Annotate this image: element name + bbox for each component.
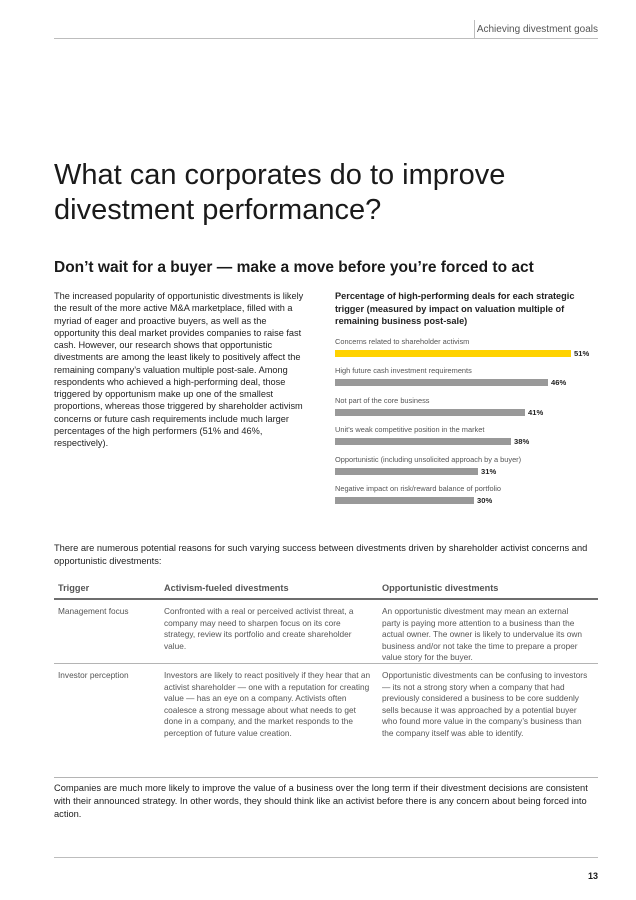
row-trigger: Management focus <box>58 606 129 616</box>
bar-chart: Percentage of high-performing deals for … <box>335 290 601 514</box>
chart-value-label: 38% <box>514 437 530 446</box>
row-opportunistic: An opportunistic divestment may mean an … <box>382 606 583 663</box>
chart-value-label: 51% <box>574 348 590 358</box>
body-paragraph: The increased popularity of opportunisti… <box>54 291 304 448</box>
chart-bar <box>335 379 548 386</box>
chart-row: Concerns related to shareholder activism… <box>335 337 601 367</box>
section-subtitle: Don’t wait for a buyer — make a move bef… <box>54 259 534 276</box>
chart-title: Percentage of high-performing deals for … <box>335 291 575 326</box>
chart-bar <box>335 408 525 416</box>
header-separator <box>474 20 475 38</box>
bar-track: 41% <box>335 407 601 417</box>
row-activism: Confronted with a real or perceived acti… <box>164 606 354 651</box>
chart-row: Not part of the core business 41% <box>335 396 601 426</box>
header-activism: Activism-fueled divestments <box>164 583 289 593</box>
chart-bar <box>335 467 478 475</box>
page-number: 13 <box>587 871 598 881</box>
chart-category-label: Negative impact on risk/reward balance o… <box>335 484 501 493</box>
chart-value-label: 41% <box>528 407 544 417</box>
bar-track: 46% <box>335 378 601 387</box>
table-row: Investor perception Investors are likely… <box>54 664 598 778</box>
header-opportunistic: Opportunistic divestments <box>382 583 499 593</box>
header-trigger: Trigger <box>58 583 90 593</box>
section-header: Achieving divestment goals <box>476 24 598 35</box>
chart-rows: Concerns related to shareholder activism… <box>335 337 601 514</box>
chart-row: Opportunistic (including unsolicited app… <box>335 455 601 485</box>
intro-paragraph: There are numerous potential reasons for… <box>54 543 588 566</box>
chart-row: High future cash investment requirements… <box>335 366 601 396</box>
chart-bar <box>335 349 571 357</box>
chart-category-label: Unit’s weak competitive position in the … <box>335 425 485 434</box>
chart-bar <box>335 497 474 504</box>
chart-row: Negative impact on risk/reward balance o… <box>335 484 601 514</box>
footer-rule <box>54 857 598 858</box>
chart-category-label: Concerns related to shareholder activism <box>335 336 470 346</box>
chart-value-label: 46% <box>551 378 567 387</box>
bar-track: 31% <box>335 466 601 476</box>
closing-paragraph: Companies are much more likely to improv… <box>54 783 588 819</box>
chart-category-label: Opportunistic (including unsolicited app… <box>335 454 522 464</box>
chart-category-label: High future cash investment requirements <box>335 366 472 375</box>
row-trigger: Investor perception <box>58 670 129 680</box>
page-title: What can corporates do to improve divest… <box>54 159 506 226</box>
chart-value-label: 30% <box>477 496 493 505</box>
chart-row: Unit’s weak competitive position in the … <box>335 425 601 455</box>
chart-value-label: 31% <box>481 466 497 476</box>
table-row: Management focus Confronted with a real … <box>54 600 598 664</box>
bar-track: 51% <box>335 348 601 358</box>
table-header: Trigger Activism-fueled divestments Oppo… <box>54 578 598 600</box>
bar-track: 38% <box>335 437 601 446</box>
row-activism: Investors are likely to react positively… <box>164 670 371 738</box>
chart-bar <box>335 438 511 445</box>
header-rule <box>54 38 598 39</box>
comparison-table: Trigger Activism-fueled divestments Oppo… <box>54 578 598 778</box>
row-opportunistic: Opportunistic divestments can be confusi… <box>382 670 588 738</box>
bar-track: 30% <box>335 496 601 505</box>
chart-category-label: Not part of the core business <box>335 395 430 405</box>
